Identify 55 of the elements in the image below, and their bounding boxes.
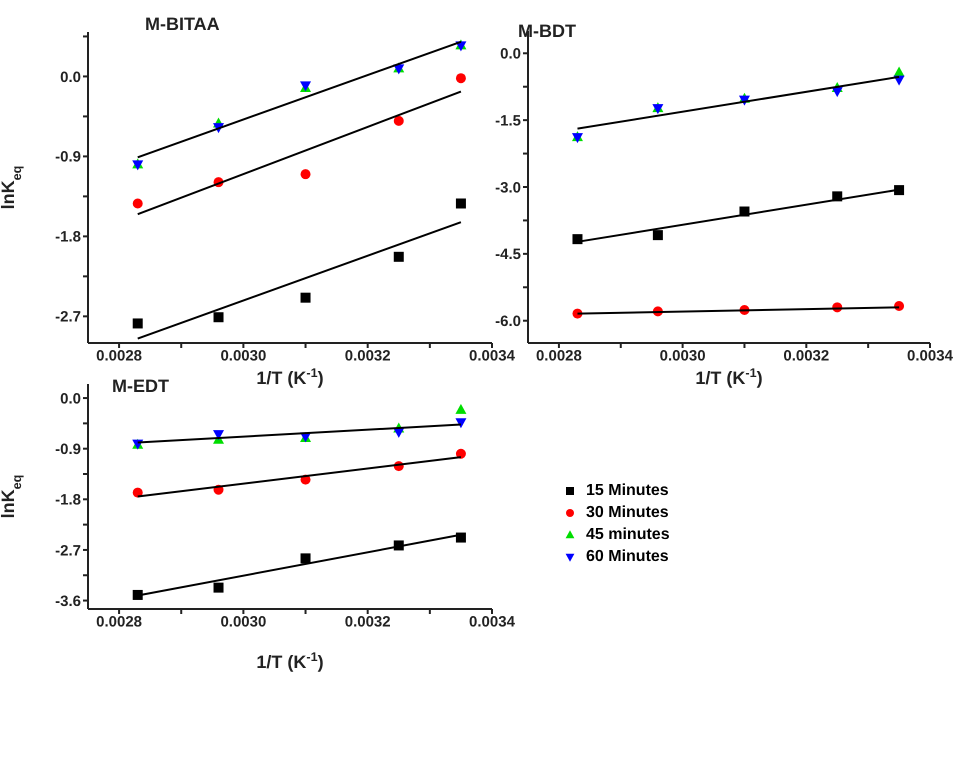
chart-title: M-BDT [518, 21, 576, 42]
x-axis-title: 1/T (K$^{-1}$) [256, 650, 324, 672]
y-tick-label: -2.7 [55, 308, 81, 326]
point [894, 185, 904, 196]
x-tick-label: 0.0030 [220, 348, 266, 365]
legend-label: 45 minutes [586, 526, 670, 544]
y-tick-label: -4.5 [495, 246, 521, 264]
point [456, 198, 466, 208]
legend-label: 30 Minutes [586, 504, 669, 522]
y-tick-label: -0.9 [55, 441, 81, 458]
x-tick-label: 0.0034 [469, 348, 516, 365]
point [300, 292, 311, 303]
x-axis-title: 1/T (K$^{-1}$) [256, 366, 324, 388]
y-tick-label: 0.0 [500, 46, 521, 63]
x-tick-label: 0.0034 [907, 348, 954, 365]
legend-label: 15 Minutes [586, 482, 669, 500]
x-tick-label: 0.0028 [96, 614, 142, 631]
y-tick-label: -1.5 [495, 112, 521, 130]
y-tick-label: -6.0 [495, 313, 521, 330]
point [214, 582, 224, 593]
y-tick-label: -3.6 [55, 592, 81, 610]
y-tick-label: -0.9 [55, 148, 81, 166]
y-tick-label: -1.8 [55, 492, 81, 509]
y-tick-label: 0.0 [60, 390, 81, 408]
y-tick-label: -1.8 [55, 228, 81, 246]
point [394, 116, 404, 126]
point [456, 448, 466, 459]
point [455, 404, 466, 414]
x-tick-label: 0.0030 [660, 348, 706, 365]
point [456, 532, 466, 543]
x-tick-label: 0.0030 [220, 614, 266, 631]
point [132, 198, 143, 208]
chart-title: M-EDT [112, 376, 169, 397]
x-tick-label: 0.0032 [783, 348, 830, 365]
x-tick-label: 0.0028 [536, 348, 582, 365]
point [394, 252, 404, 262]
point [572, 234, 582, 244]
y-tick-label: -2.7 [55, 542, 81, 560]
x-tick-label: 0.0032 [344, 614, 391, 631]
y-tick-label: 0.0 [60, 68, 81, 86]
point [300, 169, 311, 180]
x-tick-label: 0.0028 [96, 348, 142, 365]
point [132, 318, 143, 328]
point [456, 73, 466, 84]
chart-title: M-BITAA [145, 14, 220, 35]
point [214, 312, 224, 322]
y-tick-label: -3.0 [495, 179, 521, 196]
x-tick-label: 0.0034 [469, 614, 516, 631]
point [132, 590, 143, 600]
x-tick-label: 0.0032 [344, 348, 391, 365]
point [213, 430, 224, 440]
x-axis-title: 1/T (K$^{-1}$) [695, 366, 763, 388]
point [300, 553, 311, 564]
point [652, 230, 663, 240]
legend-label: 60 Minutes [586, 548, 669, 566]
